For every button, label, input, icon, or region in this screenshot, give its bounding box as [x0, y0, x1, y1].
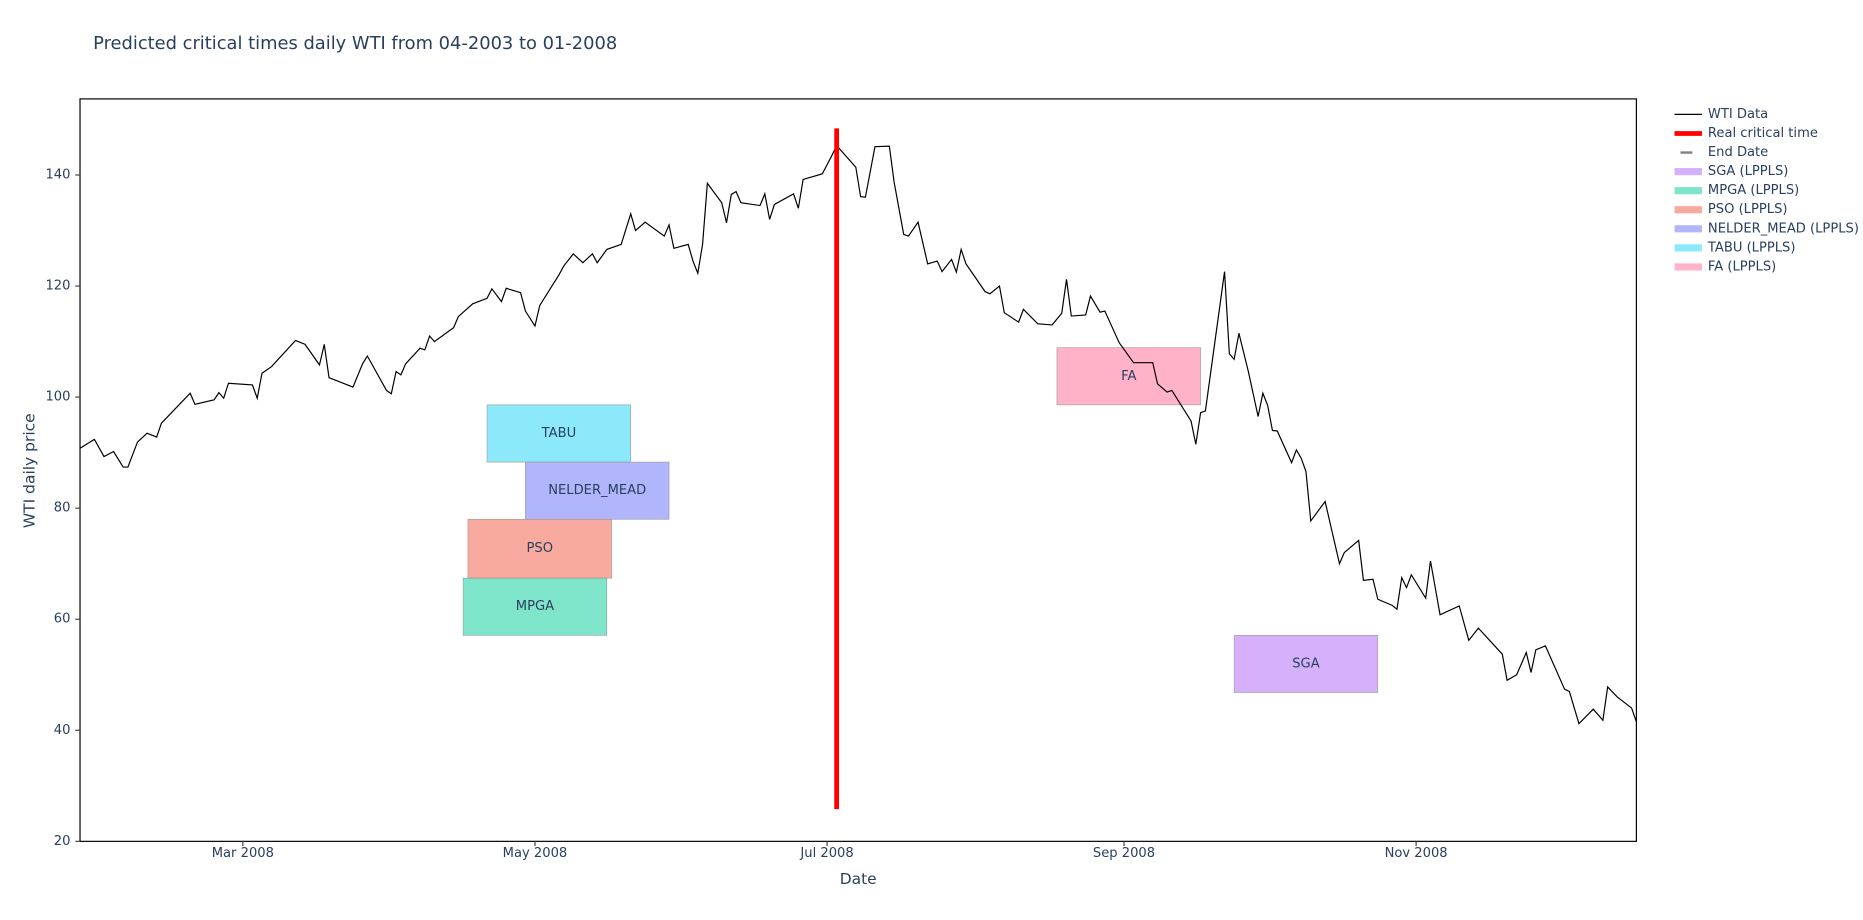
interval-box	[1056, 347, 1201, 406]
legend-label: MPGA (LPPLS)	[1708, 183, 1799, 198]
legend-label: TABU (LPPLS)	[1707, 240, 1796, 255]
x-tick-label: Nov 2008	[1385, 846, 1448, 861]
interval-label: TABU	[541, 426, 577, 441]
legend-symbol	[1674, 244, 1702, 252]
legend-symbol	[1674, 225, 1702, 233]
legend-symbol	[1674, 187, 1702, 195]
interval-box	[486, 404, 632, 463]
y-tick-label: 60	[54, 612, 71, 627]
interval-label: SGA	[1292, 656, 1319, 671]
chart-title: Predicted critical times daily WTI from …	[93, 33, 617, 54]
y-tick-label: 140	[45, 167, 70, 182]
y-tick-label: 100	[45, 390, 70, 405]
legend-symbol	[1674, 263, 1702, 271]
legend-label: PSO (LPPLS)	[1708, 202, 1788, 217]
legend-symbol	[1674, 206, 1702, 214]
y-tick-label: 20	[54, 834, 71, 849]
y-tick-label: 120	[45, 279, 70, 294]
plot-frame	[79, 98, 1637, 842]
interval-box	[1233, 635, 1379, 693]
legend-label: NELDER_MEAD (LPPLS)	[1708, 221, 1859, 236]
x-tick-label: May 2008	[503, 846, 568, 861]
interval-label: PSO	[526, 541, 553, 556]
x-tick-label: Sep 2008	[1093, 846, 1155, 861]
y-tick-label: 80	[54, 501, 71, 516]
x-axis-title: Date	[840, 870, 877, 888]
series-line	[79, 144, 1637, 725]
legend-label: End Date	[1708, 145, 1768, 160]
y-axis-title: WTI daily price	[20, 413, 38, 528]
legend-label: Real critical time	[1708, 126, 1818, 141]
legend-label: SGA (LPPLS)	[1708, 164, 1789, 179]
x-tick-label: Mar 2008	[212, 846, 274, 861]
interval-label: FA	[1121, 369, 1136, 384]
interval-box	[462, 577, 608, 636]
legend-label: FA (LPPLS)	[1708, 259, 1776, 274]
x-tick-label: Jul 2008	[799, 846, 853, 861]
legend-symbol	[1674, 168, 1702, 176]
legend-label: WTI Data	[1708, 107, 1768, 122]
interval-label: NELDER_MEAD	[548, 483, 646, 498]
y-tick-label: 40	[54, 723, 71, 738]
interval-label: MPGA	[516, 599, 554, 614]
